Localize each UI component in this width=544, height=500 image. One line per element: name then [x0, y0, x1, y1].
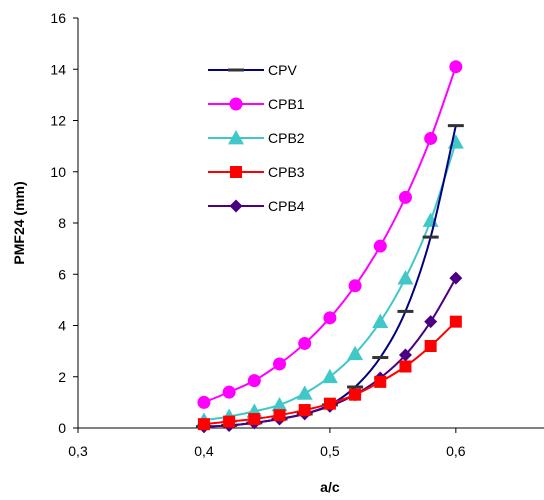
data-point-cpb3	[323, 397, 336, 410]
data-point-cpb2	[321, 368, 338, 384]
data-point-cpb1	[247, 374, 261, 388]
series-line-cpb1	[203, 66, 457, 404]
y-tick-label: 0	[58, 420, 66, 436]
data-point-cpb1	[373, 239, 387, 253]
legend-marker-cpv	[228, 68, 244, 72]
data-point-cpb1	[398, 190, 412, 204]
legend-marker-cpb4	[229, 199, 243, 213]
y-tick-label: 12	[50, 113, 66, 129]
y-axis-title: PMF24 (mm)	[11, 181, 27, 264]
legend-label-cpv: CPV	[268, 62, 297, 78]
data-point-cpb2	[271, 396, 288, 412]
legend-marker-cpb1	[229, 97, 243, 111]
data-point-cpb3	[273, 409, 286, 422]
y-axis-ticks: 0 2 4 6 8 10 12 14 16	[50, 10, 78, 436]
data-point-cpb2	[347, 345, 364, 361]
data-point-cpb3	[349, 388, 362, 401]
legend-item-cpb4: CPB4	[208, 198, 305, 214]
plot-area	[195, 60, 464, 434]
data-point-cpv	[397, 309, 414, 313]
y-tick-label: 2	[58, 369, 66, 385]
data-point-cpv	[372, 356, 389, 360]
data-point-cpb1	[298, 336, 312, 350]
y-tick-label: 10	[50, 164, 66, 180]
data-point-cpb4	[398, 348, 412, 362]
data-point-cpv	[447, 124, 464, 128]
series-cpb3	[197, 315, 462, 431]
series-cpb2	[195, 134, 464, 427]
legend-marker-cpb2	[228, 130, 244, 145]
x-tick-label: 0,4	[194, 443, 214, 459]
data-point-cpb2	[296, 385, 313, 400]
data-point-cpb1	[348, 279, 362, 293]
data-point-cpb3	[424, 340, 437, 352]
data-point-cpb1	[449, 60, 463, 74]
legend-item-cpb1: CPB1	[208, 96, 305, 112]
legend: CPV CPB1 CPB2 CPB3 CPB4	[208, 62, 305, 214]
legend-label-cpb1: CPB1	[268, 96, 305, 112]
data-point-cpv	[422, 235, 439, 239]
x-axis-title: a/c	[320, 479, 340, 495]
x-tick-label: 0,5	[320, 443, 340, 459]
data-point-cpb1	[323, 311, 337, 325]
x-tick-label: 0,6	[446, 443, 466, 459]
legend-label-cpb4: CPB4	[268, 198, 305, 214]
y-tick-label: 16	[50, 10, 66, 26]
data-point-cpb2	[447, 134, 464, 149]
legend-item-cpb3: CPB3	[208, 164, 305, 180]
data-point-cpb1	[424, 131, 438, 145]
data-point-cpb1	[197, 395, 211, 409]
data-point-cpb2	[372, 313, 389, 329]
data-point-cpb4	[424, 315, 438, 329]
data-point-cpb2	[397, 270, 414, 285]
legend-item-cpb2: CPB2	[208, 130, 305, 146]
data-point-cpb3	[449, 315, 462, 328]
series-cpb1	[197, 60, 463, 409]
data-point-cpb3	[298, 404, 311, 417]
x-axis-ticks: 0,3 0,4 0,5 0,6	[68, 428, 466, 459]
y-tick-label: 6	[58, 266, 66, 282]
y-tick-label: 14	[50, 61, 66, 77]
legend-item-cpv: CPV	[208, 62, 297, 78]
x-tick-label: 0,3	[68, 443, 88, 459]
legend-label-cpb2: CPB2	[268, 130, 305, 146]
data-point-cpv	[347, 385, 364, 389]
legend-label-cpb3: CPB3	[268, 164, 305, 180]
data-point-cpb3	[374, 375, 387, 388]
y-tick-label: 8	[58, 215, 66, 231]
axes: 0 2 4 6 8 10 12 14 16 0,3 0,4 0,5 0,6	[50, 10, 544, 459]
data-point-cpb4	[449, 271, 463, 285]
data-point-cpb1	[222, 385, 236, 399]
y-tick-label: 4	[58, 318, 66, 334]
data-point-cpb3	[399, 360, 412, 373]
legend-marker-cpb3	[230, 166, 242, 178]
data-point-cpb3	[223, 415, 236, 428]
data-point-cpb1	[273, 357, 287, 371]
data-point-cpb3	[197, 418, 210, 431]
data-point-cpb3	[248, 413, 261, 426]
